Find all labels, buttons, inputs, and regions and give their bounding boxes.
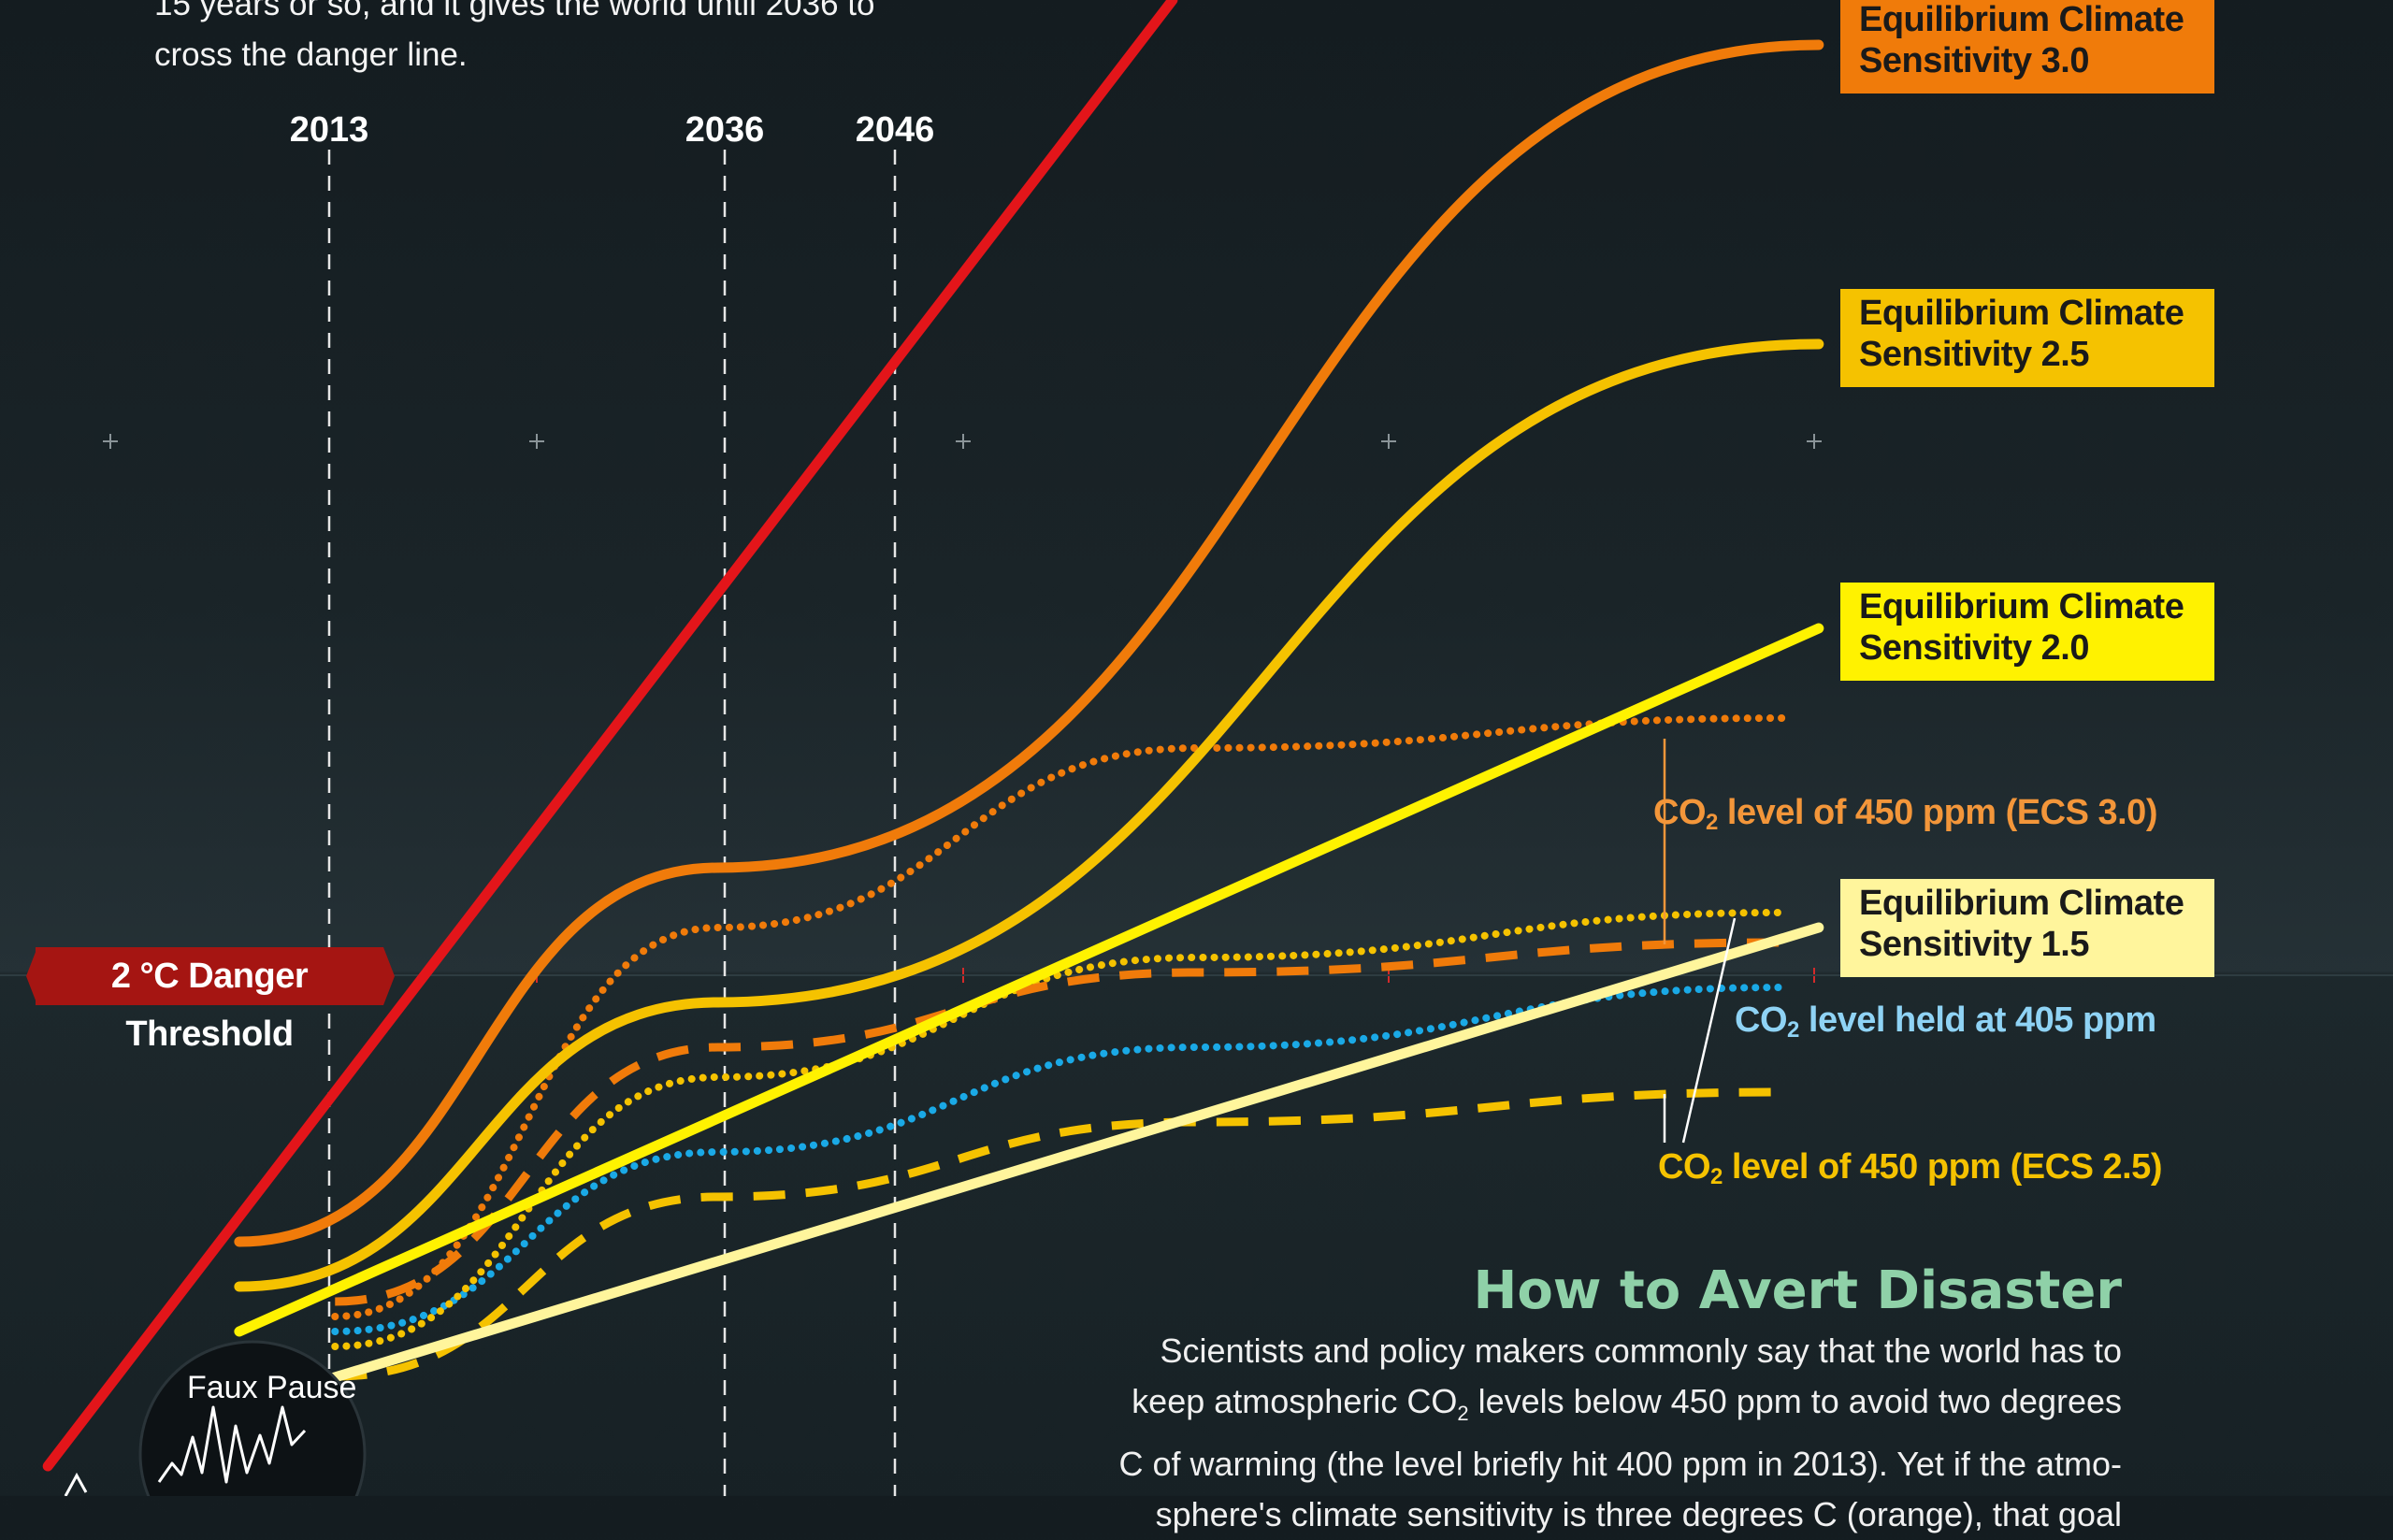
faux-pause-wiggle-left [64,1472,88,1496]
series-ppm405 [331,984,1787,1335]
label-ecs-3-0-line2: Sensitivity 3.0 [1859,41,2089,80]
year-label-2046: 2046 [855,110,935,150]
callout-line-ecs25-a [1681,917,1737,1144]
co2-450-ecs30-sub: 2 [1706,810,1718,835]
label-callouts [1663,739,1737,1144]
label-ecs-3-0: Equilibrium Climate Sensitivity 3.0 [1840,0,2214,94]
co2-450-ecs25-sub: 2 [1710,1164,1723,1189]
series-layer [42,0,1824,1472]
label-co2-450-ecs30: CO2 level of 450 ppm (ECS 3.0) [1653,793,2157,836]
series-ecs_high [42,0,1178,1472]
series-ppm450_ecs30_dashed [335,938,1783,1306]
section-title: How to Avert Disaster [1473,1260,2122,1321]
label-ecs-2-0-line1: Equilibrium Climate [1859,587,2184,626]
co2-405-post: level held at 405 ppm [1798,1000,2156,1040]
label-ecs-2-5-line2: Sensitivity 2.5 [1859,335,2089,374]
grid-cross [1381,434,1396,449]
threshold-notch-left [26,947,37,1005]
series-ppm450_ecs25_dotted [331,909,1787,1350]
faux-pause-circle [138,1340,367,1496]
series-ecs20 [234,623,1824,1337]
label-ecs-2-0-line2: Sensitivity 2.0 [1859,628,2089,668]
series-ppm450_ecs25_dashed [335,1087,1783,1381]
grid-cross [1807,434,1822,449]
series-ecs15 [234,922,1824,1412]
faux-pause-wiggle [157,1405,307,1484]
series-ppm450_ecs30_dotted [331,714,1787,1320]
grid-cross [103,434,118,449]
section-line-2-sub: 2 [1457,1402,1469,1426]
year-markers [327,150,897,1496]
section-line-2-pre: keep atmospheric CO [1132,1382,1458,1420]
co2-405-sub: 2 [1787,1017,1799,1043]
warming-chart [0,0,2393,1496]
faux-pause-label: Faux Pause [187,1370,357,1405]
section-line-2: keep atmospheric CO2 levels below 450 pp… [1056,1376,2122,1439]
label-ecs-1-5: Equilibrium Climate Sensitivity 1.5 [1840,879,2214,977]
section-line-4: sphere's climate sensitivity is three de… [1155,1495,2122,1534]
co2-450-ecs30-post: level of 450 ppm (ECS 3.0) [1717,793,2158,832]
threshold-notch-right [383,947,395,1005]
co2-450-ecs30-pre: CO [1653,793,1707,832]
label-ecs-2-5: Equilibrium Climate Sensitivity 2.5 [1840,289,2214,387]
label-ecs-3-0-line1: Equilibrium Climate [1859,0,2184,39]
section-line-1: Scientists and policy makers commonly sa… [1160,1331,2122,1370]
label-co2-450-ecs25: CO2 level of 450 ppm (ECS 2.5) [1658,1147,2162,1190]
label-co2-405: CO2 level held at 405 ppm [1735,1000,2156,1043]
section-line-2-post: levels below 450 ppm to avoid two degree… [1468,1382,2122,1420]
section-body: Scientists and policy makers commonly sa… [1056,1326,2122,1540]
threshold-label: 2 °C Danger Threshold [36,947,383,1054]
grid-cross [529,434,544,449]
intro-line-1: 15 years or so, and it gives the world u… [154,0,875,22]
section-line-3: C of warming (the level briefly hit 400 … [1118,1445,2122,1484]
series-ecs25 [234,338,1824,1292]
label-ecs-1-5-line2: Sensitivity 1.5 [1859,925,2089,964]
label-ecs-2-5-line1: Equilibrium Climate [1859,294,2184,333]
co2-450-ecs25-post: level of 450 ppm (ECS 2.5) [1722,1147,2163,1187]
intro-text: 15 years or so, and it gives the world u… [154,0,959,80]
year-label-2036: 2036 [685,110,765,150]
faux-pause-inset [64,1340,367,1496]
grid-cross [956,434,971,449]
label-ecs-1-5-line1: Equilibrium Climate [1859,884,2184,923]
co2-450-ecs25-pre: CO [1658,1147,1711,1187]
series-ecs30 [234,39,1824,1247]
label-ecs-2-0: Equilibrium Climate Sensitivity 2.0 [1840,583,2214,681]
co2-405-pre: CO [1735,1000,1788,1040]
intro-line-2: cross the danger line. [154,36,468,73]
year-label-2013: 2013 [289,110,369,150]
